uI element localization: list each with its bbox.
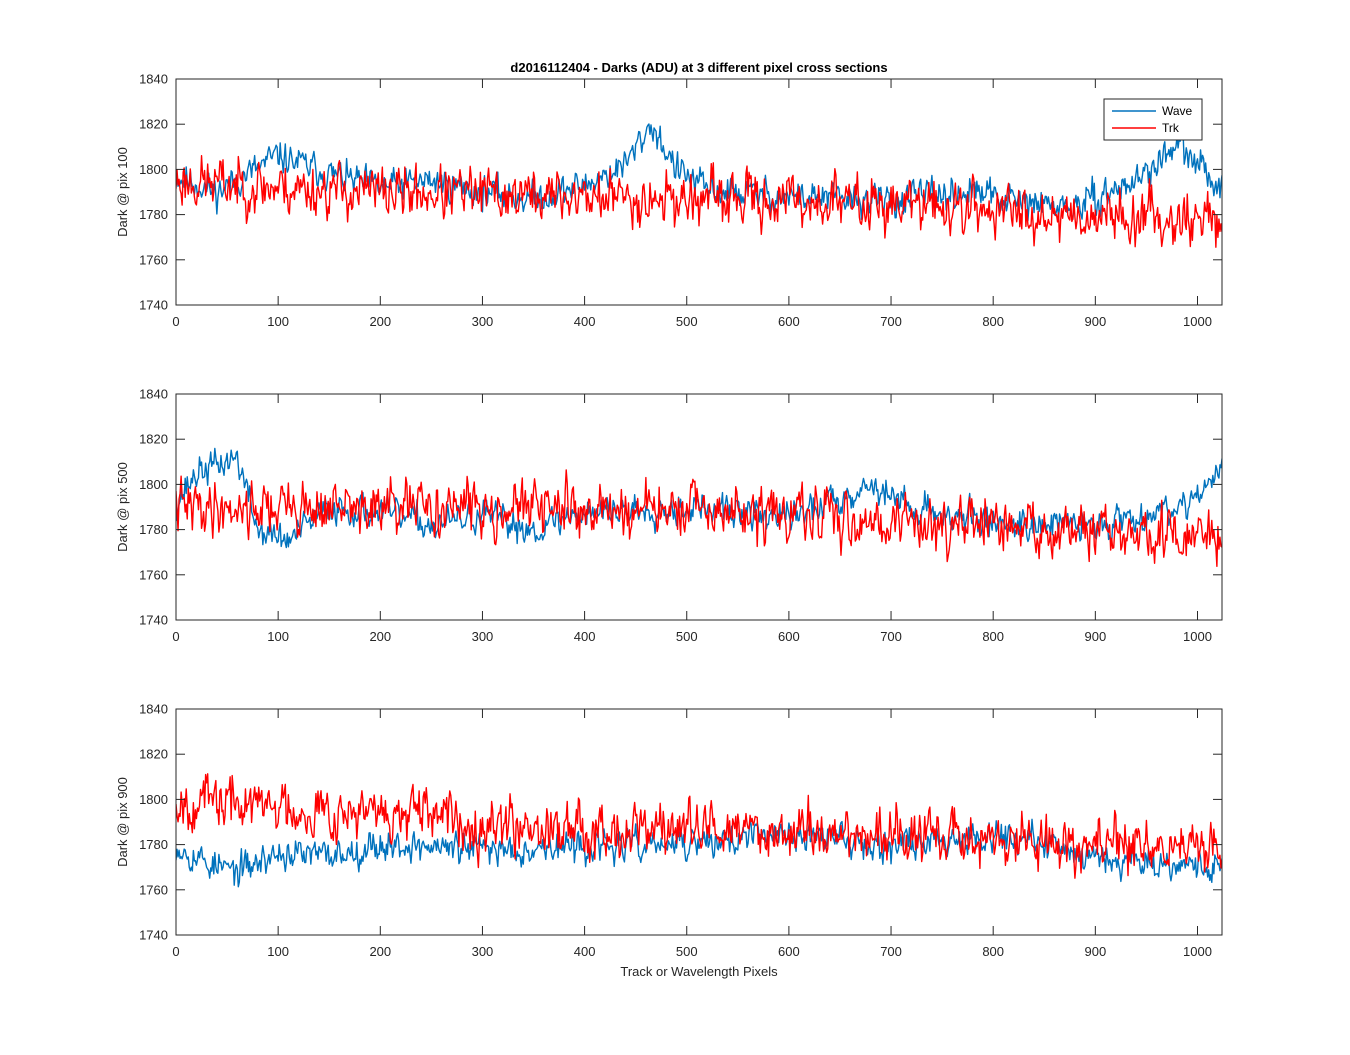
x-tick-label: 600 [778, 314, 800, 329]
y-tick-label: 1800 [139, 477, 168, 492]
axes-box [175, 708, 1223, 936]
y-axis-label: Dark @ pix 900 [115, 777, 130, 867]
y-tick-label: 1780 [139, 837, 168, 852]
x-tick-label: 800 [982, 314, 1004, 329]
x-tick-label: 300 [472, 629, 494, 644]
y-tick-label: 1780 [139, 207, 168, 222]
legend-label-trk: Trk [1162, 121, 1180, 135]
y-tick-label: 1840 [139, 72, 168, 87]
series-line-wave [176, 123, 1222, 222]
x-tick-label: 200 [369, 314, 391, 329]
x-tick-label: 600 [778, 629, 800, 644]
x-tick-label: 500 [676, 944, 698, 959]
x-tick-label: 700 [880, 944, 902, 959]
legend-box [1103, 98, 1203, 141]
series-line-trk [176, 155, 1222, 248]
axes-box [175, 78, 1223, 306]
y-axis-label: Dark @ pix 500 [115, 462, 130, 552]
y-tick-label: 1760 [139, 567, 168, 582]
x-tick-label: 1000 [1183, 314, 1212, 329]
y-tick-label: 1820 [139, 117, 168, 132]
x-tick-label: 900 [1084, 944, 1106, 959]
x-tick-label: 100 [267, 314, 289, 329]
x-tick-label: 700 [880, 629, 902, 644]
series-line-trk [176, 773, 1222, 879]
legend: Wave Trk [1103, 98, 1203, 141]
subplot-3: 0 100 200 300 400 500 600 700 800 900 1000 1740 1760… [115, 702, 1223, 959]
y-tick-label: 1840 [139, 387, 168, 402]
x-tick-label: 1000 [1183, 629, 1212, 644]
x-axis-label: Track or Wavelength Pixels [620, 964, 778, 979]
x-tick-label: 200 [369, 629, 391, 644]
y-tick-label: 1780 [139, 522, 168, 537]
x-tick-label: 1000 [1183, 944, 1212, 959]
x-tick-label: 100 [267, 944, 289, 959]
x-tick-label: 700 [880, 314, 902, 329]
figure-title: d2016112404 - Darks (ADU) at 3 different… [510, 60, 887, 75]
y-tick-label: 1740 [139, 298, 168, 313]
x-tick-label: 0 [172, 629, 179, 644]
x-tick-label: 500 [676, 314, 698, 329]
x-tick-label: 300 [472, 944, 494, 959]
x-tick-label: 900 [1084, 629, 1106, 644]
x-tick-label: 500 [676, 629, 698, 644]
y-tick-label: 1820 [139, 432, 168, 447]
x-tick-label: 600 [778, 944, 800, 959]
y-tick-label: 1760 [139, 882, 168, 897]
x-tick-label: 900 [1084, 314, 1106, 329]
series-line-trk [176, 469, 1222, 568]
x-tick-label: 800 [982, 629, 1004, 644]
y-tick-label: 1840 [139, 702, 168, 717]
x-tick-label: 0 [172, 944, 179, 959]
subplot-1: 0 100 200 300 400 500 600 700 800 900 1000 1740 1760… [115, 72, 1223, 329]
y-tick-label: 1740 [139, 928, 168, 943]
x-tick-label: 400 [574, 629, 596, 644]
y-tick-label: 1820 [139, 747, 168, 762]
series-line-wave [176, 818, 1222, 888]
y-tick-label: 1760 [139, 252, 168, 267]
x-tick-label: 400 [574, 944, 596, 959]
x-tick-label: 0 [172, 314, 179, 329]
x-tick-label: 100 [267, 629, 289, 644]
subplot-2: 0 100 200 300 400 500 600 700 800 900 1000 1740 1760… [115, 387, 1223, 644]
x-tick-label: 300 [472, 314, 494, 329]
legend-label-wave: Wave [1162, 104, 1193, 118]
x-tick-label: 400 [574, 314, 596, 329]
y-tick-label: 1800 [139, 162, 168, 177]
y-tick-label: 1740 [139, 613, 168, 628]
y-axis-label: Dark @ pix 100 [115, 147, 130, 237]
x-tick-label: 800 [982, 944, 1004, 959]
x-tick-label: 200 [369, 944, 391, 959]
plots: 0 100 200 300 400 500 600 700 800 900 100017401760… [115, 72, 1223, 959]
axes-box [175, 393, 1223, 621]
y-tick-label: 1800 [139, 792, 168, 807]
